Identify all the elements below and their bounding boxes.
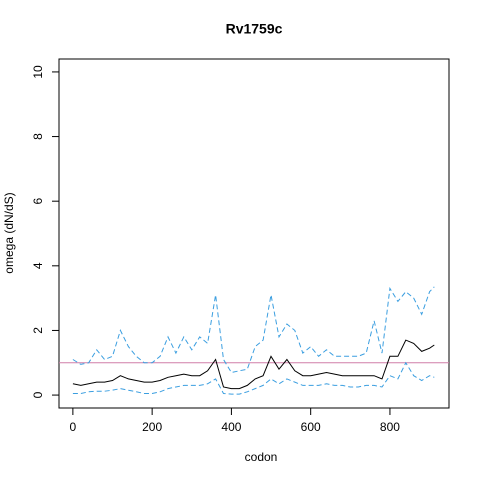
x-axis-label: codon: [245, 450, 278, 464]
x-tick-label: 800: [380, 420, 400, 434]
y-tick-label: 8: [31, 133, 45, 140]
y-tick-label: 10: [31, 65, 45, 79]
y-axis-label: omega (dN/dS): [2, 192, 16, 273]
x-tick-label: 600: [301, 420, 321, 434]
y-tick-label: 0: [31, 391, 45, 398]
x-tick-label: 200: [142, 420, 162, 434]
series-line: [72, 286, 435, 374]
chart-title: Rv1759c: [226, 21, 283, 37]
x-tick-label: 0: [70, 420, 77, 434]
y-tick-label: 2: [31, 327, 45, 334]
y-tick-label: 6: [31, 198, 45, 205]
y-tick-label: 4: [31, 262, 45, 269]
series-line: [72, 361, 435, 395]
series-line: [72, 339, 435, 390]
plot-frame: [58, 58, 450, 409]
x-tick-label: 400: [221, 420, 241, 434]
